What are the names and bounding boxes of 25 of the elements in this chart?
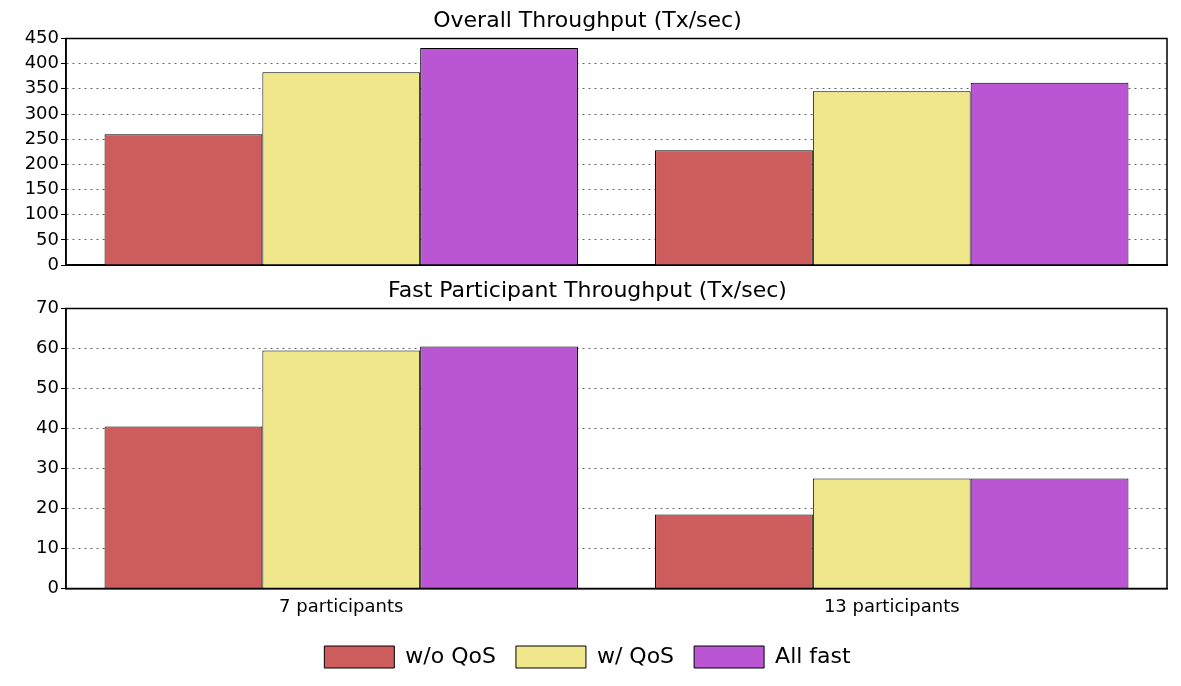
y-tick-label: 350 [24,76,59,98]
y-tick-label: 0 [47,252,59,274]
y-tick-label: 30 [36,456,59,478]
y-tick-label: 50 [36,376,59,398]
y-tick-label: 20 [36,496,59,518]
y-tick-label: 200 [24,152,59,174]
y-tick-label: 10 [36,536,59,558]
y-tick-label: 150 [24,177,59,199]
y-tick-label: 250 [24,126,59,148]
chart-title: Overall Throughput (Tx/sec) [433,6,742,32]
y-tick-label: 60 [36,336,59,358]
legend-label: All fast [775,642,852,668]
y-tick-label: 50 [36,227,59,249]
y-tick-label: 0 [47,576,59,598]
y-tick-label: 300 [24,101,59,123]
y-tick-label: 70 [36,296,59,318]
y-tick-label: 400 [24,51,59,73]
y-tick-label: 100 [24,202,59,224]
legend-label: w/ QoS [596,642,675,668]
y-tick-label: 450 [24,26,59,48]
x-tick-label: 7 participants [279,594,404,616]
x-tick-label: 13 participants [823,594,960,616]
y-tick-label: 40 [36,416,59,438]
chart-title: Fast Participant Throughput (Tx/sec) [388,276,787,302]
legend-label: w/o QoS [405,642,496,668]
